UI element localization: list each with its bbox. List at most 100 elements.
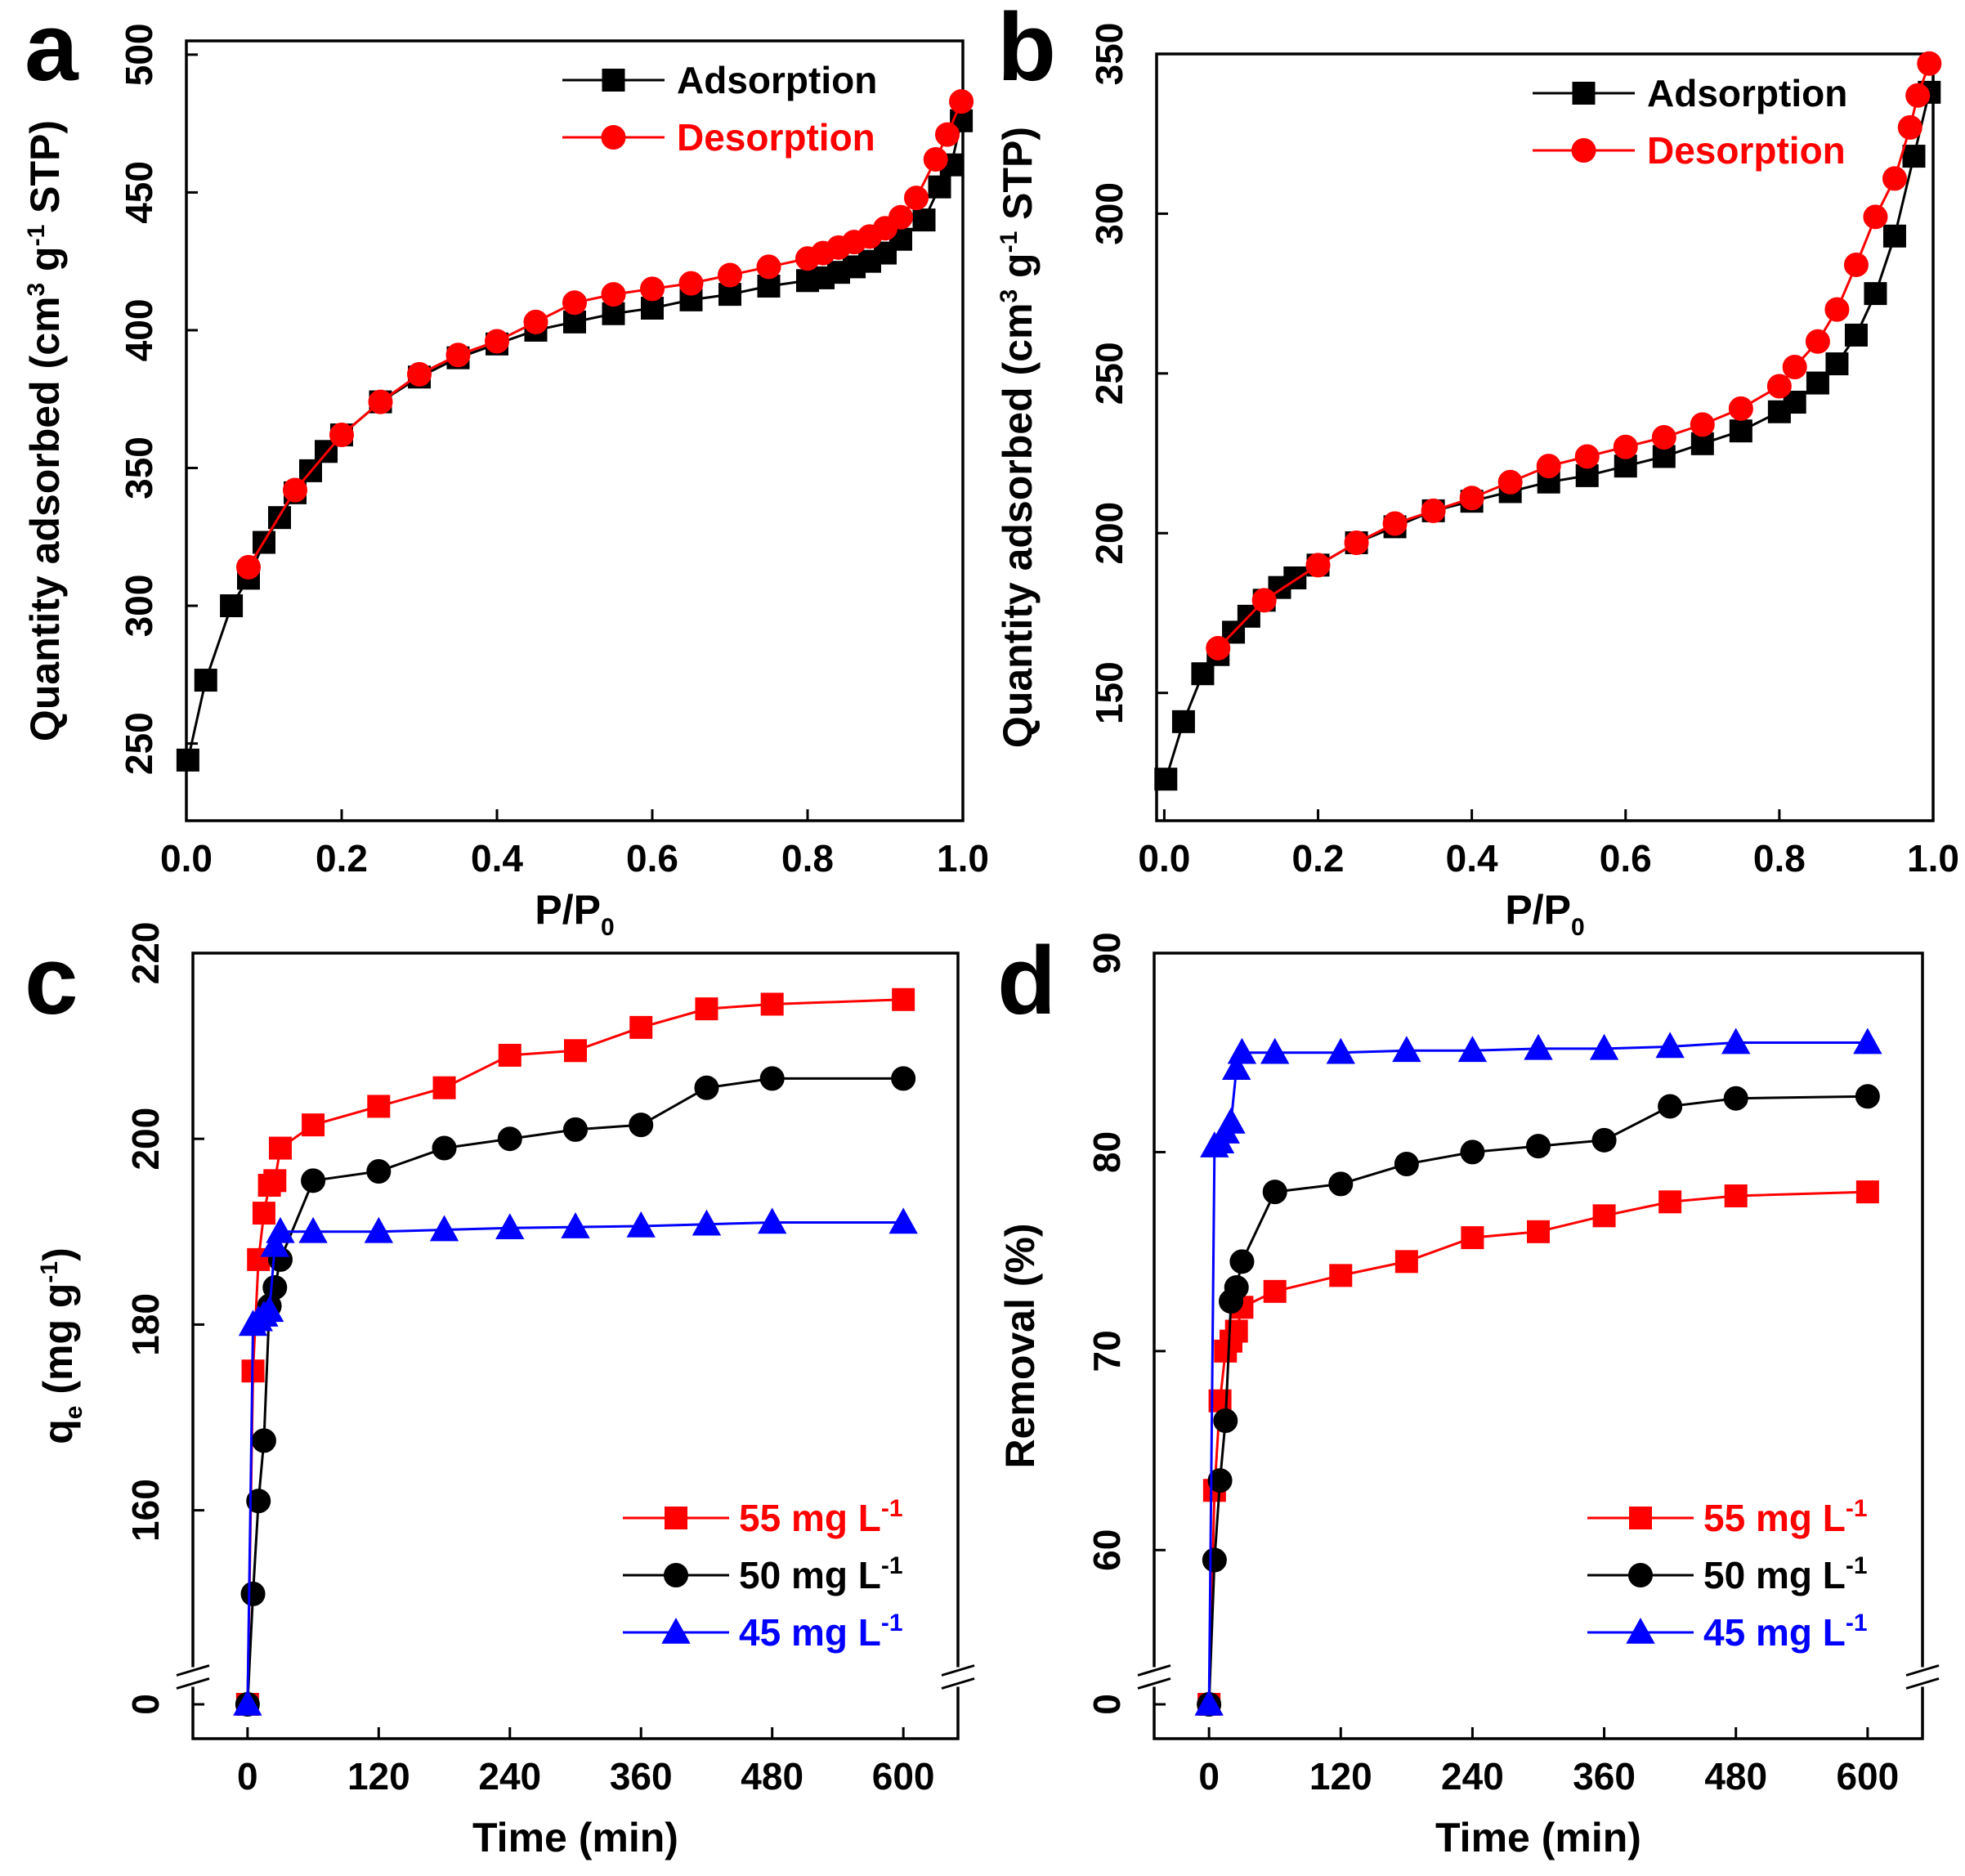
data-point	[1394, 1152, 1419, 1177]
legend-marker	[661, 1617, 691, 1644]
data-point	[329, 423, 354, 448]
x-axis-label: P/P0	[1505, 887, 1584, 941]
data-point	[1843, 252, 1869, 277]
panel-c: c 0 120 240 360 480 600 160 180 200 220 0 Time (min)…	[25, 922, 975, 1860]
legend-label-superscript: -1	[881, 1495, 903, 1522]
data-point	[1917, 51, 1942, 76]
data-point	[1864, 282, 1887, 306]
data-point	[562, 290, 587, 316]
y-axis-label-part: 3	[996, 289, 1023, 303]
data-point	[1421, 498, 1446, 523]
data-point	[1229, 1249, 1255, 1274]
data-point	[1721, 1028, 1751, 1054]
series-0	[176, 109, 974, 772]
data-point	[904, 186, 929, 211]
legend-label: 55 mg L-1	[1703, 1495, 1868, 1539]
legend-marker	[1628, 1563, 1653, 1587]
data-point	[795, 246, 820, 271]
data-point	[283, 477, 307, 503]
x-tick-label: 240	[1441, 1755, 1504, 1798]
data-point	[928, 175, 951, 199]
series-line	[246, 998, 904, 1705]
data-point	[1855, 1084, 1880, 1109]
y-tick-label: 200	[124, 1108, 167, 1171]
x-tick-label: 0.4	[1446, 837, 1498, 880]
legend-label-main: 50 mg L	[739, 1554, 881, 1596]
data-point	[254, 1296, 284, 1323]
data-point	[266, 1216, 295, 1243]
data-point	[1171, 710, 1195, 733]
legend-marker	[1629, 1507, 1652, 1529]
panel-letter: d	[997, 927, 1056, 1035]
data-point	[1905, 83, 1931, 108]
data-point	[1216, 1107, 1246, 1134]
data-point	[1263, 1279, 1287, 1303]
data-point	[1457, 1036, 1488, 1063]
data-point	[1729, 419, 1752, 443]
data-point	[1658, 1094, 1683, 1119]
data-point	[1328, 1171, 1354, 1197]
data-point	[1613, 434, 1638, 459]
y-tick-label: 500	[118, 23, 160, 86]
y-tick-label: 220	[124, 922, 167, 985]
x-tick-label: 0.8	[1753, 837, 1806, 880]
y-tick-label: 300	[1088, 182, 1130, 245]
y-tick-label: 300	[118, 575, 160, 638]
data-point	[233, 1689, 262, 1716]
data-point	[912, 208, 936, 232]
y-axis-label-part: -1	[23, 225, 50, 247]
data-point	[366, 1158, 392, 1184]
x-tick-label: 1.0	[937, 837, 989, 880]
legend-label: Adsorption	[677, 59, 877, 101]
data-point	[640, 276, 665, 302]
data-point	[220, 594, 244, 618]
y-axis-label: Quantity adsorbed (cm3 g-1 STP)	[995, 127, 1041, 748]
data-point	[367, 1095, 391, 1118]
legend-label: 50 mg L-1	[1703, 1552, 1868, 1596]
data-point	[923, 146, 948, 172]
legend-label: 55 mg L-1	[739, 1495, 903, 1539]
data-point	[1524, 1033, 1553, 1060]
y-tick-label: 70	[1085, 1330, 1128, 1372]
data-point	[1382, 511, 1408, 536]
legend-marker	[665, 1507, 687, 1529]
data-point	[1213, 1408, 1238, 1434]
data-point	[1844, 323, 1868, 347]
y-axis-label-part: 3	[23, 283, 50, 297]
data-point	[194, 669, 217, 692]
x-tick-label: 0.6	[626, 837, 678, 880]
plot-frame	[191, 951, 960, 1740]
legend-label-main: Desorption	[1647, 129, 1846, 172]
y-axis-label: qe (mg g-1)	[35, 1247, 87, 1444]
data-point	[692, 1209, 722, 1236]
data-point	[246, 1489, 271, 1514]
legend-label-superscript: -1	[1846, 1495, 1868, 1522]
x-tick-label: 480	[741, 1755, 803, 1798]
y-axis-label-part: (mg g	[35, 1283, 81, 1406]
data-point	[1853, 1028, 1882, 1054]
y-tick-label: 80	[1085, 1131, 1128, 1173]
x-axis-label: P/P0	[535, 887, 614, 941]
data-point	[302, 1113, 325, 1137]
series-2	[1194, 1028, 1882, 1716]
x-axis-label-main: Time (min)	[472, 1815, 678, 1860]
data-point	[1824, 297, 1850, 322]
legend-label-superscript: -1	[881, 1552, 903, 1579]
y-tick-label: 350	[1088, 23, 1130, 86]
axis-break-mark	[176, 1664, 210, 1677]
y-tick-label: 0	[1085, 1694, 1128, 1715]
data-point	[1723, 1086, 1748, 1111]
data-point	[1305, 553, 1331, 578]
series-0	[1154, 80, 1941, 791]
series-0	[235, 987, 915, 1716]
x-axis-label-subscript: 0	[1571, 914, 1585, 941]
data-point	[561, 1212, 590, 1238]
data-point	[240, 1581, 266, 1606]
y-axis-label-part: STP)	[995, 127, 1041, 231]
data-point	[1724, 1184, 1748, 1207]
data-point	[1782, 355, 1807, 380]
x-axis-label: Time (min)	[1435, 1815, 1641, 1860]
data-point	[1806, 371, 1829, 395]
y-tick-label: 60	[1085, 1529, 1128, 1571]
x-axis-label-main: P/P	[535, 887, 601, 933]
